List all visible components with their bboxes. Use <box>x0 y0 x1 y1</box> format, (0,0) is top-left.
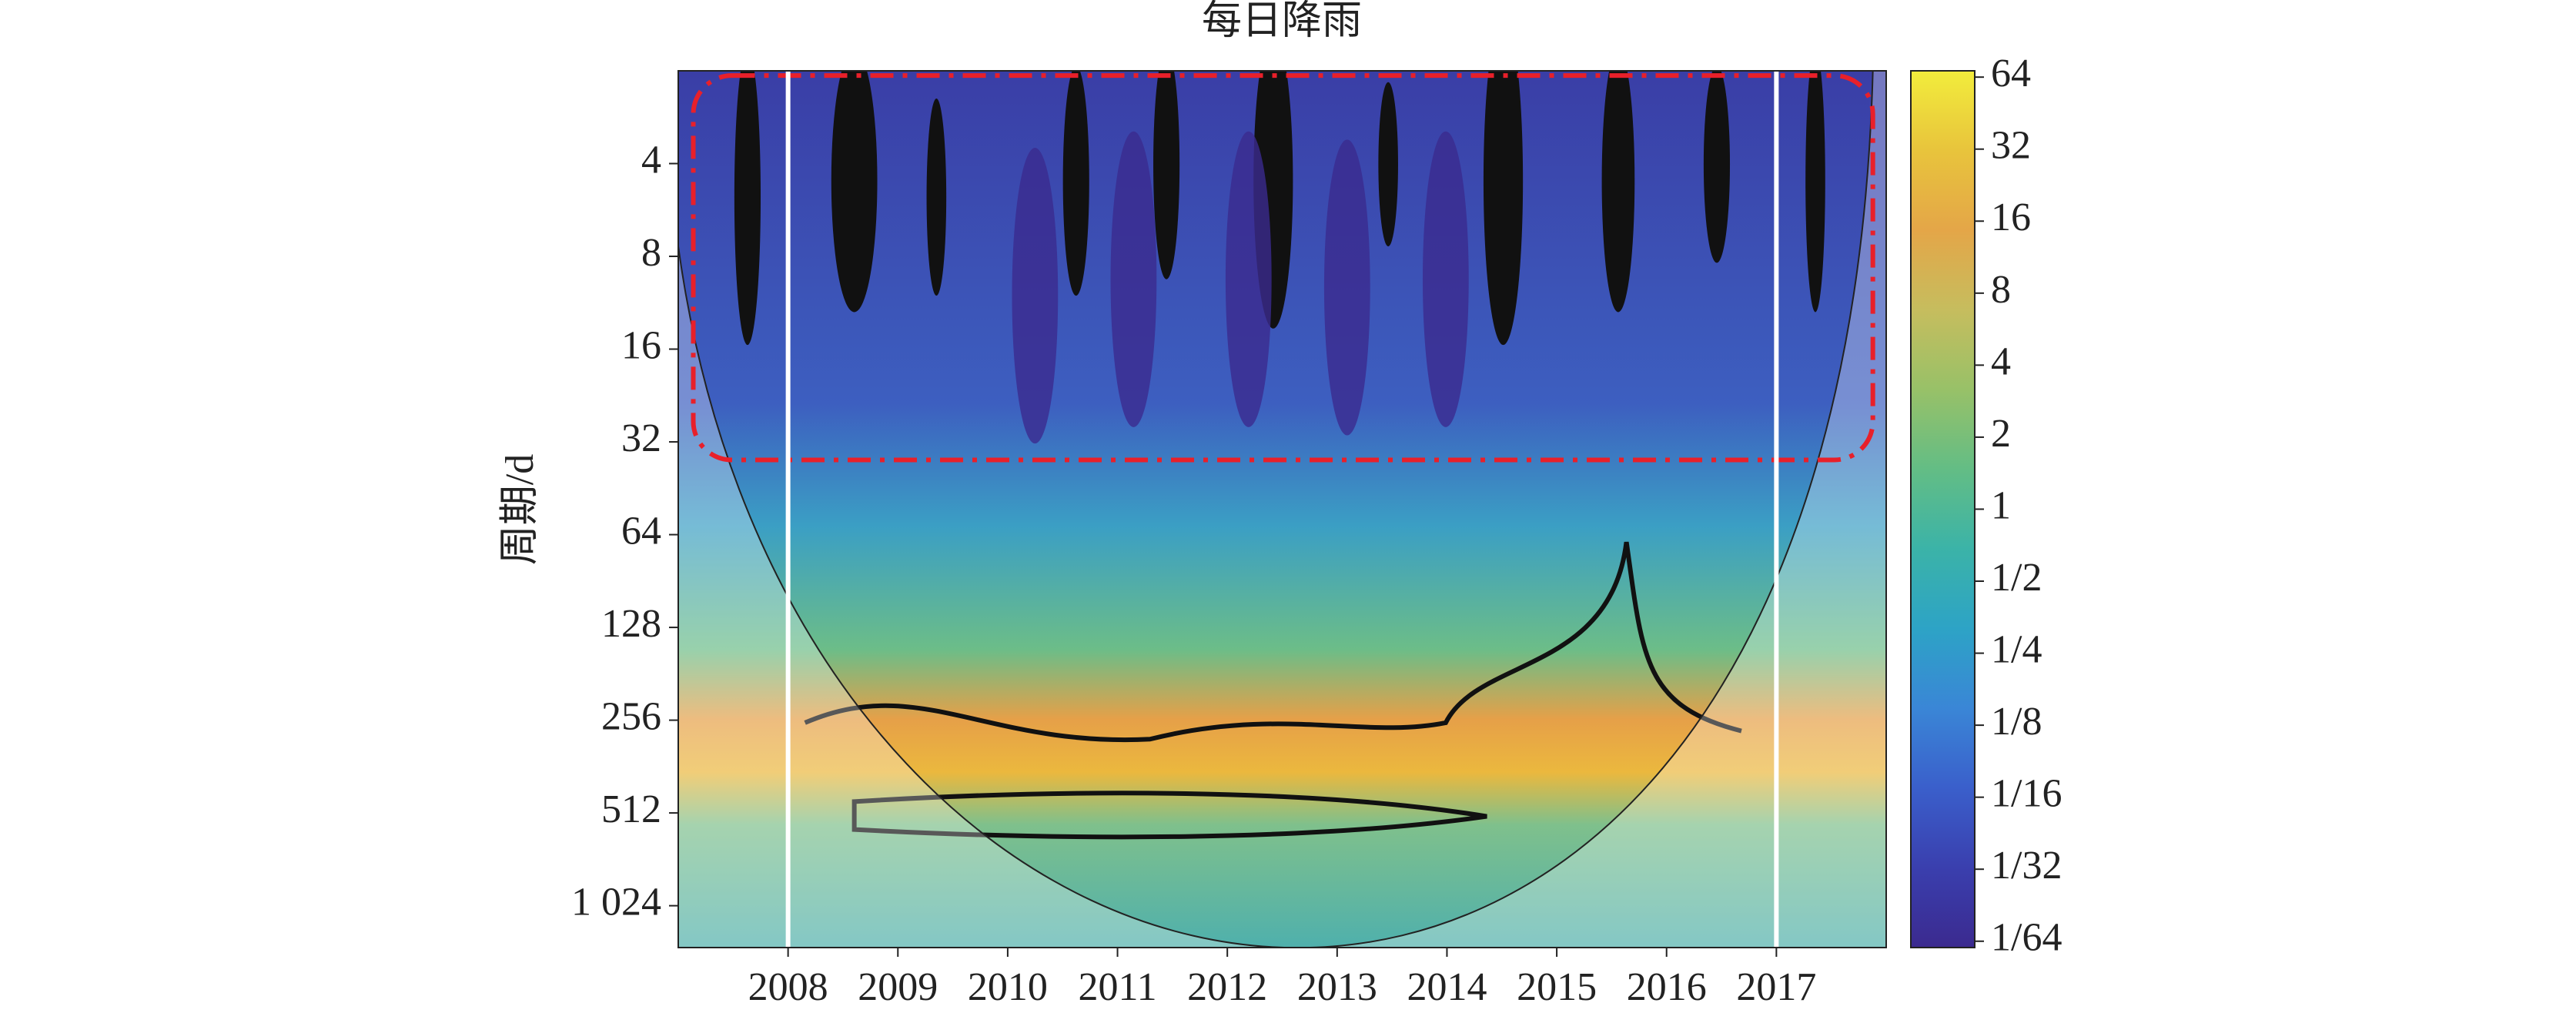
x-tick-label: 2016 <box>1627 965 1707 1009</box>
colorbar-tick-label: 1/64 <box>1991 916 2062 960</box>
x-tick-label: 2012 <box>1187 965 1267 1009</box>
y-tick-label: 32 <box>621 416 661 460</box>
texture <box>1062 71 1089 296</box>
texture <box>734 71 761 346</box>
contour <box>851 791 1487 840</box>
x-tick-label: 2017 <box>1736 965 1816 1009</box>
colorbar-tick-label: 1 <box>1991 483 2011 527</box>
colorbar-tick-label: 2 <box>1991 412 2011 456</box>
x-tick-label: 2008 <box>748 965 828 1009</box>
x-tick-label: 2015 <box>1517 965 1597 1009</box>
x-tick-label: 2014 <box>1407 965 1487 1009</box>
texture <box>1012 148 1059 444</box>
colorbar-tick-label: 1/16 <box>1991 772 2062 816</box>
texture <box>1225 131 1272 427</box>
texture <box>1805 71 1825 313</box>
texture <box>1153 71 1180 279</box>
colorbar-tick-label: 4 <box>1991 339 2011 383</box>
y-tick-label: 128 <box>601 602 661 646</box>
colorbar-tick-label: 64 <box>1991 52 2031 95</box>
texture <box>1483 71 1524 346</box>
chart-title: 每日降雨 <box>1202 0 1362 43</box>
colorbar-tick-label: 32 <box>1991 124 2031 168</box>
x-tick-label: 2013 <box>1297 965 1377 1009</box>
y-tick-label: 8 <box>641 231 661 275</box>
x-tick-label: 2009 <box>858 965 938 1009</box>
colorbar-tick-label: 1/4 <box>1991 628 2042 672</box>
contour <box>804 541 1742 743</box>
texture <box>1110 131 1157 427</box>
texture <box>1323 139 1370 436</box>
y-tick-label: 4 <box>641 138 661 182</box>
y-tick-label: 64 <box>621 510 661 553</box>
colorbar-tick-label: 1/32 <box>1991 844 2062 888</box>
y-axis-label: 周期/d <box>498 454 542 565</box>
colorbar-tick-label: 16 <box>1991 196 2031 239</box>
texture <box>831 71 878 313</box>
x-tick-label: 2011 <box>1079 965 1157 1009</box>
texture <box>1378 82 1398 247</box>
texture <box>926 99 947 296</box>
texture <box>1703 71 1731 263</box>
x-tick-label: 2010 <box>968 965 1048 1009</box>
highlight-box <box>691 73 1875 463</box>
y-tick-label: 512 <box>601 787 661 831</box>
texture <box>1601 71 1635 313</box>
colorbar <box>1910 70 1975 948</box>
plot-area <box>678 71 1886 948</box>
colorbar-tick-label: 1/8 <box>1991 700 2042 744</box>
cone-of-influence <box>678 71 1886 948</box>
plot-frame <box>677 70 1887 948</box>
y-tick-label: 256 <box>601 695 661 739</box>
y-tick-label: 1 024 <box>571 881 661 924</box>
y-tick-label: 16 <box>621 323 661 367</box>
colorbar-tick-label: 8 <box>1991 268 2011 312</box>
colorbar-tick-label: 1/2 <box>1991 556 2042 600</box>
texture <box>1422 131 1469 427</box>
